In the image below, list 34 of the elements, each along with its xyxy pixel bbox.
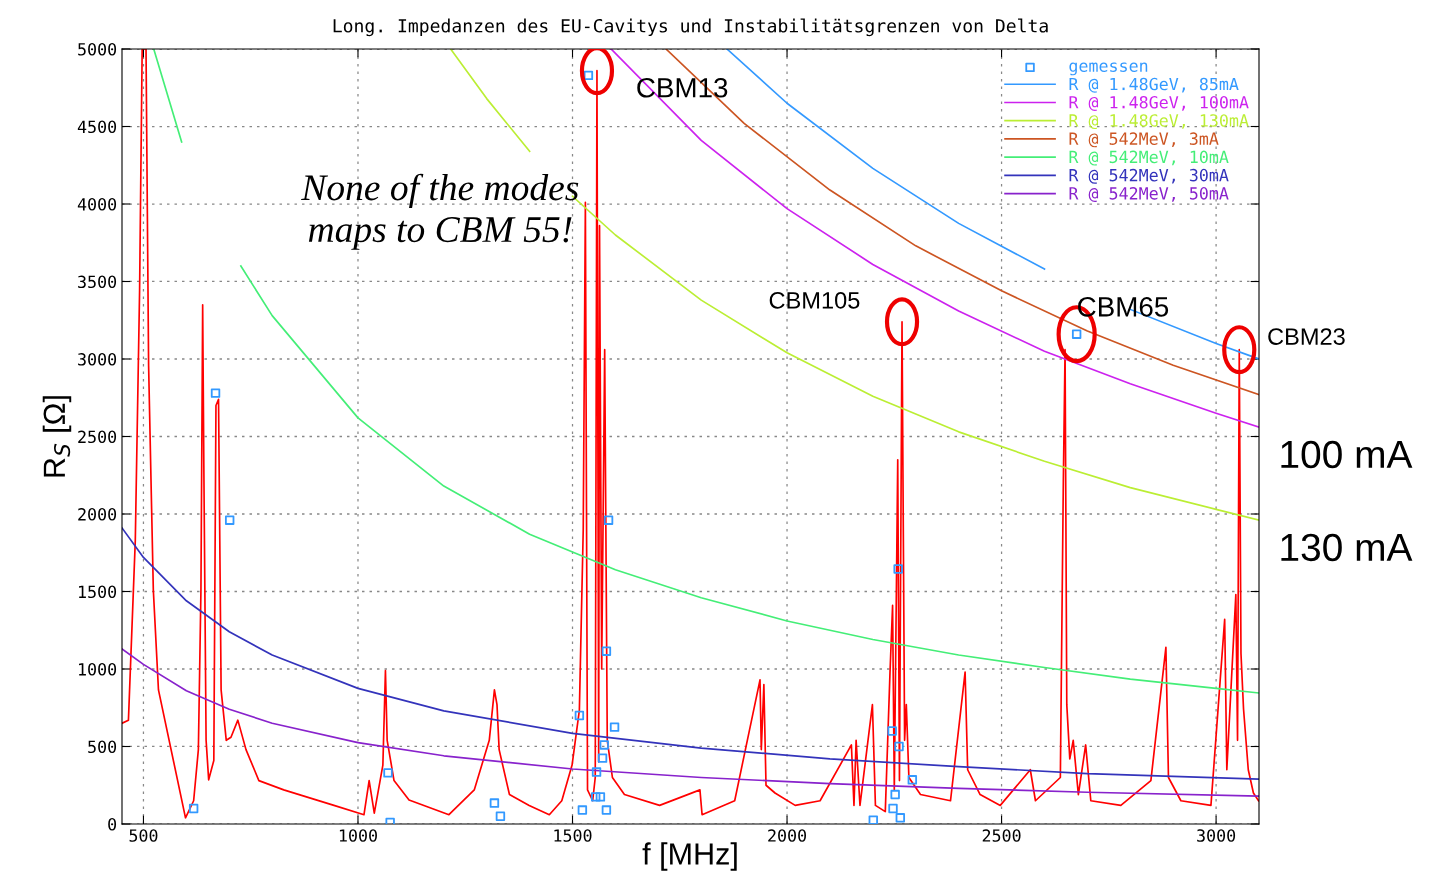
y-tick-label: 3500 (78, 275, 117, 289)
legend-label: R @ 542MeV, 50mA (1069, 187, 1229, 202)
x-tick-label: 500 (129, 829, 158, 842)
y-tick-label: 1000 (79, 663, 117, 676)
y-tick-label: 0 (108, 818, 117, 831)
x-tick-label: 3000 (1197, 829, 1236, 842)
x-tick-label: 1500 (554, 829, 592, 842)
legend-label: gemessen (1069, 62, 1148, 76)
y-axis-title: R$_{S}$ [Ω] (42, 396, 72, 477)
x-tick-label: 1000 (339, 829, 377, 842)
chart-title: Long. Impedanzen des EU-Cavitys und Instabilitätsgrenzen von Delta (333, 18, 1048, 37)
x-tick-label: 2000 (768, 829, 807, 842)
legend-label: R @ 1.48GeV, 100mA (1069, 95, 1249, 111)
annotation: CBM23 (1268, 328, 1345, 345)
y-tick-label: 4000 (77, 198, 117, 211)
x-tick-label: 2500 (982, 829, 1021, 842)
legend-label: R @ 542MeV, 10mA (1069, 150, 1229, 166)
annotation: CBM105 (769, 291, 860, 309)
annotation: CBM65 (1078, 296, 1169, 317)
y-tick-label: 1500 (79, 585, 117, 599)
legend-label: R @ 1.48GeV, 85mA (1069, 77, 1239, 93)
x-axis-title: f [MHz] (642, 842, 737, 871)
y-tick-label: 5000 (78, 43, 117, 56)
annotation: 130 mA (1281, 533, 1413, 562)
y-tick-label: 3000 (78, 353, 117, 366)
y-tick-label: 4500 (77, 120, 117, 134)
y-tick-label: 500 (88, 740, 117, 754)
y-tick-label: 2000 (78, 508, 117, 521)
annotation: 100 mA (1281, 440, 1413, 469)
annotation: None of the modes maps to CBM 55! (301, 173, 579, 250)
legend-label: R @ 542MeV, 3mA (1069, 132, 1219, 148)
legend-label: R @ 1.48GeV, 130mA (1069, 114, 1249, 130)
legend-label: R @ 542MeV, 30mA (1069, 168, 1229, 184)
y-tick-label: 2500 (78, 430, 117, 444)
